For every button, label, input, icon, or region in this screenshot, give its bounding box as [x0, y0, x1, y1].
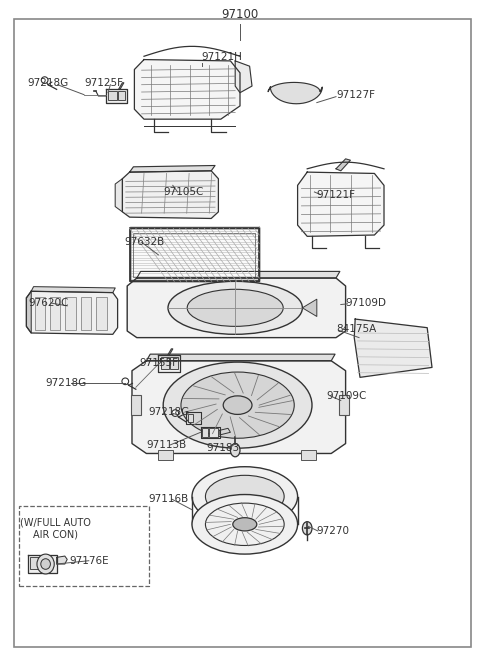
Polygon shape	[158, 355, 180, 372]
Text: 97620C: 97620C	[29, 298, 69, 308]
Polygon shape	[302, 299, 317, 316]
Polygon shape	[106, 89, 127, 103]
Text: 97125F: 97125F	[84, 78, 123, 89]
Text: 97632B: 97632B	[125, 237, 165, 248]
Polygon shape	[168, 349, 173, 355]
Polygon shape	[137, 271, 340, 278]
Ellipse shape	[172, 410, 179, 416]
Bar	[96, 297, 107, 330]
Bar	[130, 228, 259, 281]
Polygon shape	[130, 166, 215, 172]
Text: 97100: 97100	[221, 8, 259, 21]
Text: 97127F: 97127F	[336, 90, 375, 101]
Polygon shape	[336, 159, 350, 171]
Polygon shape	[220, 428, 230, 435]
Polygon shape	[115, 179, 122, 212]
Ellipse shape	[187, 289, 283, 326]
Text: 97105C: 97105C	[163, 187, 204, 197]
Text: 97116B: 97116B	[149, 494, 189, 504]
Bar	[188, 414, 193, 422]
Polygon shape	[122, 171, 218, 218]
Text: 97218G: 97218G	[46, 377, 87, 388]
Polygon shape	[354, 319, 432, 377]
Text: 97155F: 97155F	[139, 357, 178, 368]
Bar	[133, 233, 255, 277]
Ellipse shape	[302, 522, 312, 535]
Polygon shape	[298, 172, 384, 236]
Polygon shape	[28, 555, 57, 573]
Polygon shape	[119, 83, 124, 89]
Ellipse shape	[205, 475, 284, 518]
Ellipse shape	[233, 518, 257, 531]
Ellipse shape	[37, 554, 54, 574]
Ellipse shape	[192, 495, 298, 554]
Text: 97218G: 97218G	[149, 406, 190, 417]
Polygon shape	[268, 82, 322, 104]
Text: 97176E: 97176E	[70, 555, 109, 566]
Bar	[30, 557, 40, 569]
Polygon shape	[186, 412, 201, 424]
Polygon shape	[57, 556, 67, 564]
Bar	[35, 297, 45, 330]
Polygon shape	[132, 361, 346, 453]
Ellipse shape	[181, 372, 294, 438]
Polygon shape	[127, 278, 346, 338]
Bar	[65, 297, 76, 330]
Bar	[170, 357, 178, 369]
Bar	[339, 395, 349, 415]
Polygon shape	[134, 60, 240, 119]
Text: 97109C: 97109C	[326, 391, 367, 401]
Bar	[130, 228, 259, 281]
Ellipse shape	[168, 281, 302, 334]
Text: 97121H: 97121H	[202, 52, 242, 62]
Polygon shape	[146, 354, 335, 361]
Text: 97218G: 97218G	[28, 78, 69, 89]
Bar	[301, 450, 316, 460]
Ellipse shape	[41, 559, 50, 569]
Polygon shape	[26, 291, 118, 334]
Ellipse shape	[122, 378, 129, 385]
Bar	[108, 91, 117, 100]
Bar	[50, 297, 60, 330]
Bar	[202, 428, 208, 437]
Ellipse shape	[163, 362, 312, 448]
Bar	[158, 450, 173, 460]
Polygon shape	[201, 427, 220, 438]
Bar	[81, 297, 91, 330]
Polygon shape	[235, 61, 252, 93]
Bar	[161, 357, 169, 369]
Ellipse shape	[230, 444, 240, 457]
Polygon shape	[26, 291, 31, 333]
Text: 97183: 97183	[206, 443, 240, 453]
Text: 97270: 97270	[317, 526, 350, 536]
Text: 97121F: 97121F	[317, 189, 356, 200]
Text: 84175A: 84175A	[336, 324, 376, 334]
Polygon shape	[31, 287, 115, 293]
Text: 97109D: 97109D	[346, 297, 386, 308]
Text: (W/FULL AUTO
AIR CON): (W/FULL AUTO AIR CON)	[20, 518, 91, 539]
Bar	[209, 428, 218, 437]
Ellipse shape	[41, 77, 48, 83]
Ellipse shape	[223, 396, 252, 414]
Bar	[118, 91, 125, 100]
Bar	[131, 395, 141, 415]
Text: 97113B: 97113B	[146, 440, 187, 450]
Bar	[130, 228, 259, 281]
FancyBboxPatch shape	[19, 506, 149, 586]
Ellipse shape	[192, 467, 298, 526]
